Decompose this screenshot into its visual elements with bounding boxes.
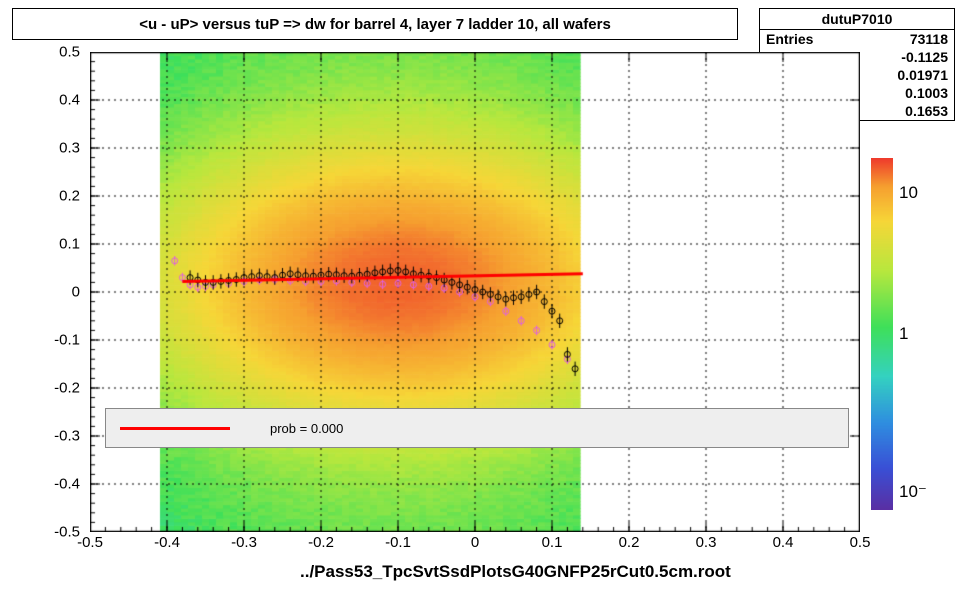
colorbar	[871, 158, 893, 510]
x-tick: 0.4	[773, 534, 794, 551]
stats-title: dutuP7010	[760, 9, 954, 30]
plot-area	[90, 52, 860, 532]
x-axis-ticks: -0.5-0.4-0.3-0.2-0.100.10.20.30.40.5	[90, 534, 860, 554]
chart-title-box: <u - uP> versus tuP => dw for barrel 4, …	[12, 8, 738, 40]
stats-row: Entries73118	[760, 30, 954, 48]
x-tick: -0.3	[231, 534, 257, 551]
y-tick: 0.2	[59, 188, 80, 205]
legend: prob = 0.000	[105, 408, 849, 448]
y-tick: 0	[72, 284, 80, 301]
legend-fit-line	[120, 427, 230, 430]
colorbar-labels: 10 1 10⁻	[899, 158, 949, 510]
x-tick: 0	[471, 534, 479, 551]
colorbar-canvas	[871, 158, 893, 510]
y-tick: 0.4	[59, 92, 80, 109]
x-tick: 0.5	[850, 534, 871, 551]
legend-prob-label: prob = 0.000	[270, 421, 343, 436]
y-tick: -0.4	[54, 476, 80, 493]
colorbar-tick: 1	[899, 324, 908, 344]
x-tick: -0.1	[385, 534, 411, 551]
x-tick: -0.2	[308, 534, 334, 551]
chart-title: <u - uP> versus tuP => dw for barrel 4, …	[139, 16, 611, 33]
x-tick: -0.4	[154, 534, 180, 551]
y-axis-ticks: -0.5-0.4-0.3-0.2-0.100.10.20.30.40.5	[0, 52, 86, 532]
footer-path: ../Pass53_TpcSvtSsdPlotsG40GNFP25rCut0.5…	[300, 562, 731, 582]
plot-canvas	[90, 52, 860, 532]
colorbar-tick: 10	[899, 183, 918, 203]
y-tick: -0.1	[54, 332, 80, 349]
y-tick: 0.5	[59, 44, 80, 61]
colorbar-tick: 10⁻	[899, 482, 927, 502]
y-tick: 0.3	[59, 140, 80, 157]
y-tick: 0.1	[59, 236, 80, 253]
x-tick: -0.5	[77, 534, 103, 551]
x-tick: 0.3	[696, 534, 717, 551]
x-tick: 0.1	[542, 534, 563, 551]
y-tick: -0.3	[54, 428, 80, 445]
y-tick: -0.2	[54, 380, 80, 397]
x-tick: 0.2	[619, 534, 640, 551]
